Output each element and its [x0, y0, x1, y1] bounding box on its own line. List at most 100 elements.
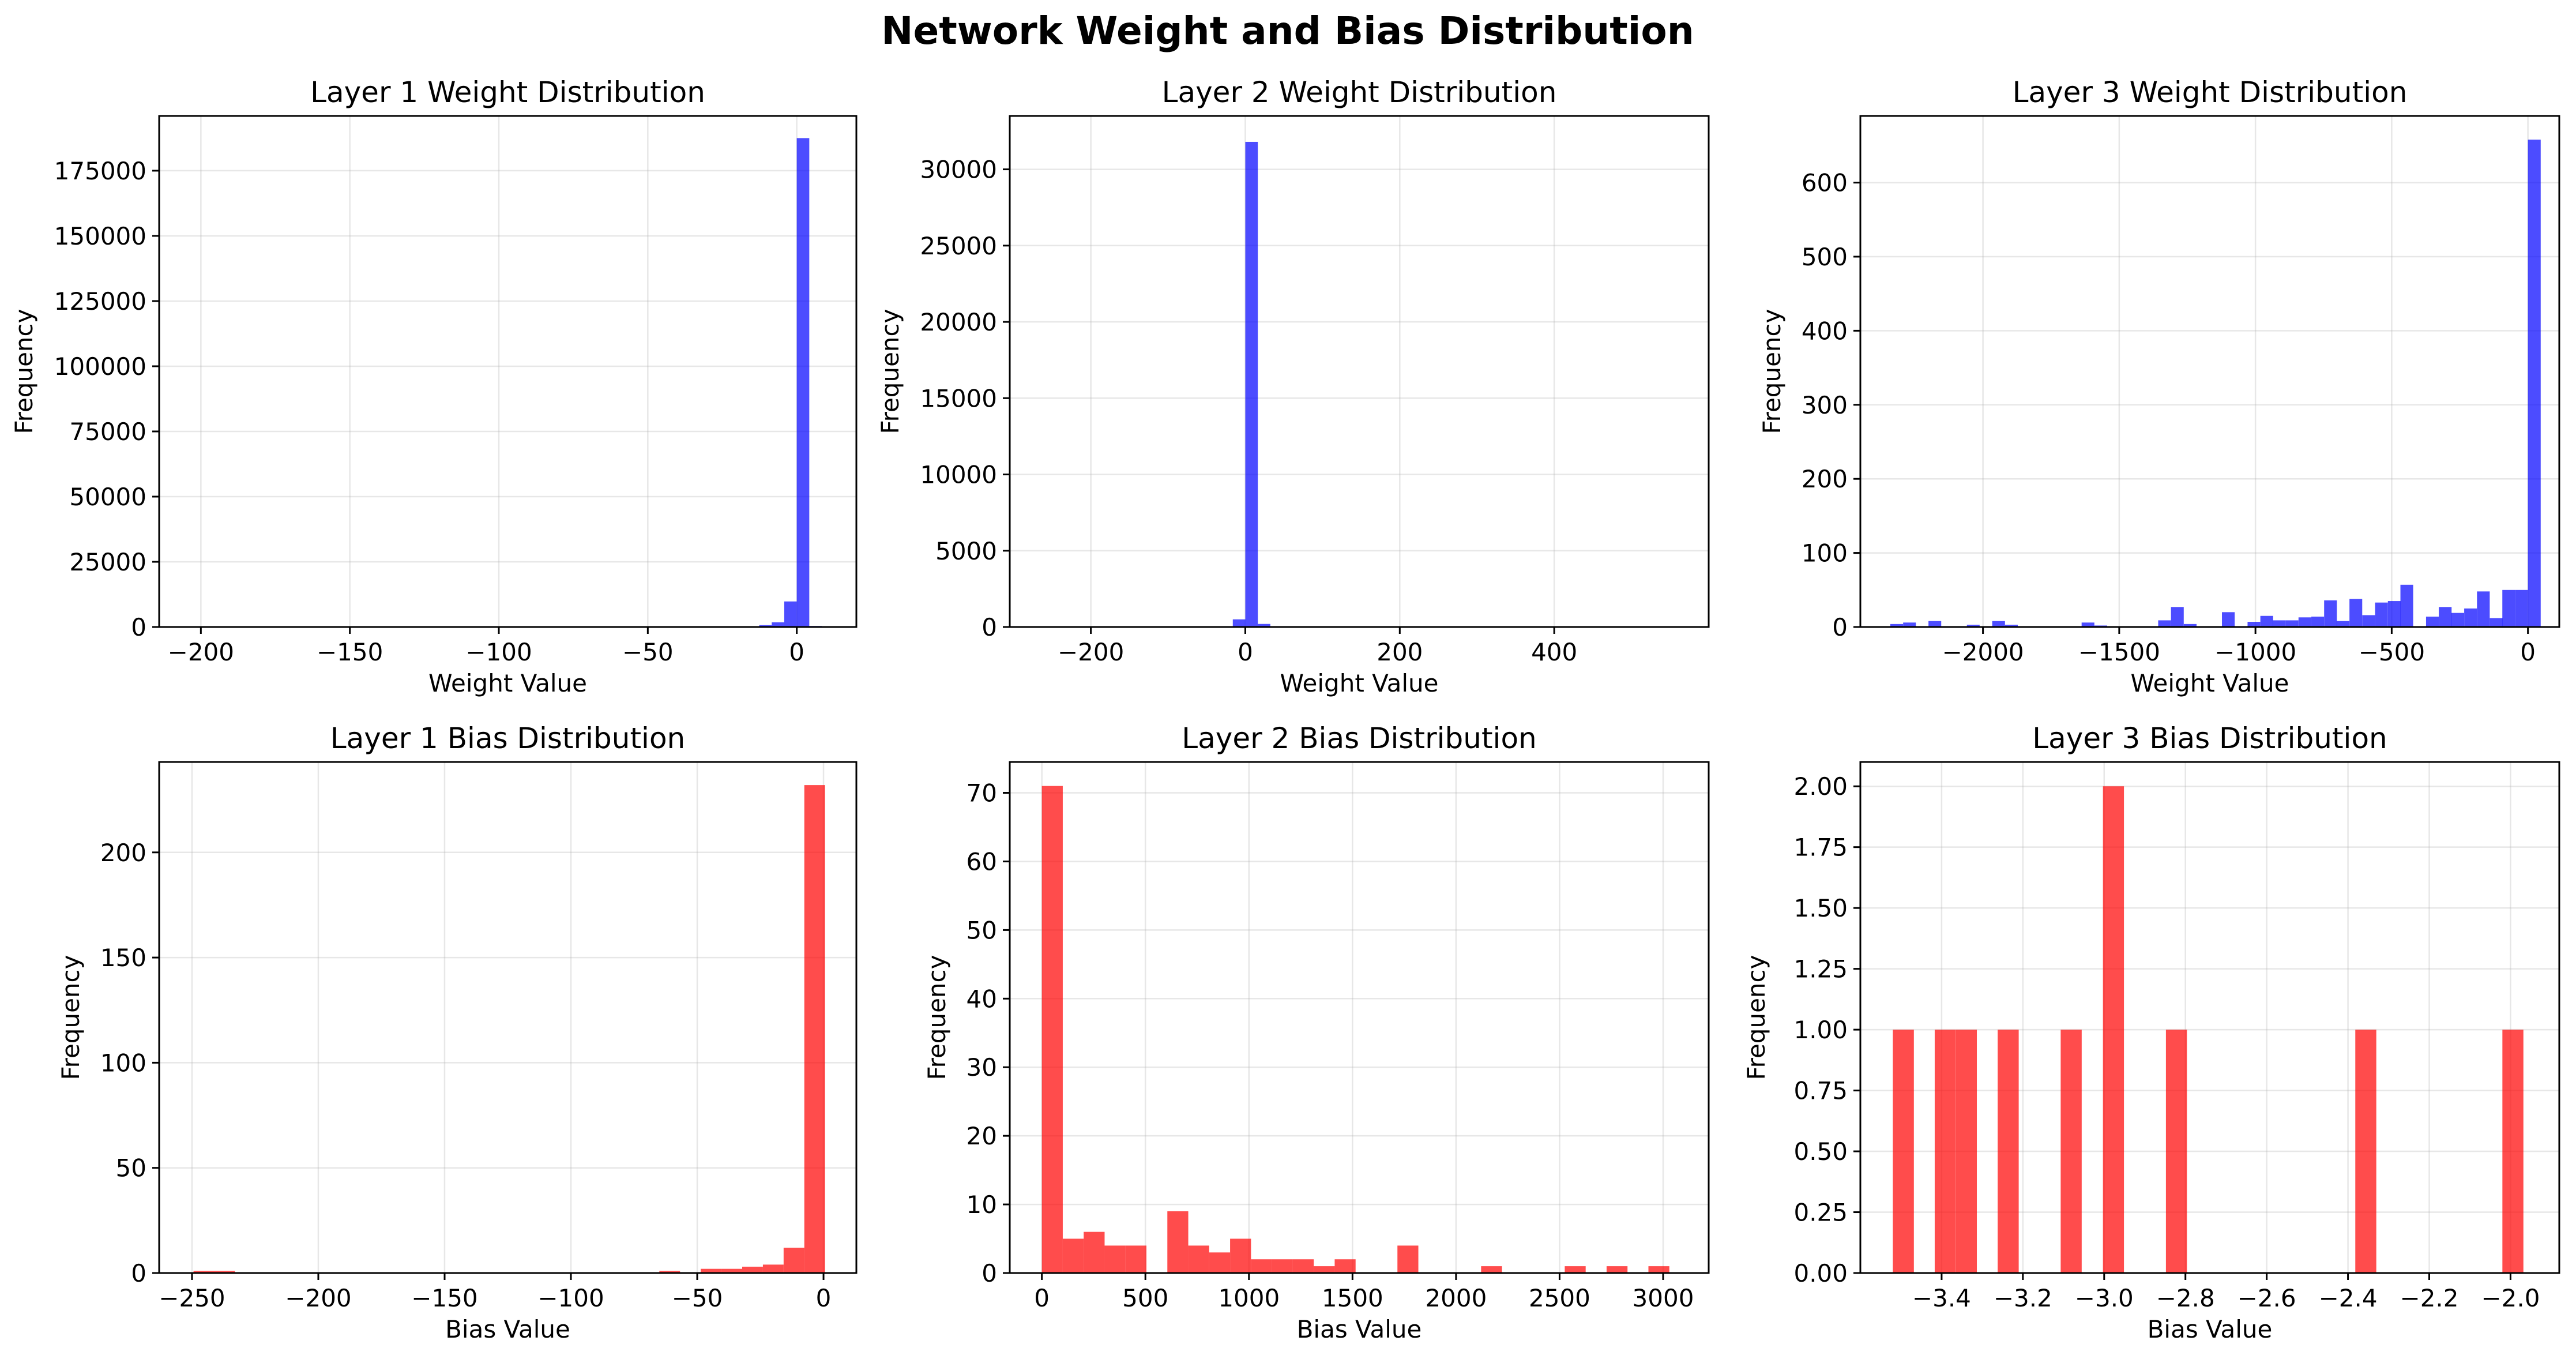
y-tick-label: 0.75 — [1793, 1077, 1848, 1105]
x-tick-label: −3.0 — [2075, 1284, 2134, 1312]
histogram-bar — [2489, 618, 2503, 627]
histogram-bar — [1251, 1259, 1272, 1273]
histogram-bar — [1565, 1266, 1586, 1273]
histogram-bar — [783, 1248, 804, 1273]
x-tick-label: 0 — [1034, 1284, 1050, 1312]
x-tick-label: −1500 — [2078, 638, 2160, 666]
histogram-bar — [2362, 615, 2375, 627]
histogram-bar — [721, 1268, 743, 1273]
x-axis-label: Weight Value — [2130, 669, 2289, 697]
x-tick-label: −3.2 — [1994, 1284, 2052, 1312]
y-tick-label: 25000 — [69, 548, 146, 576]
histogram-bar — [1292, 1259, 1314, 1273]
y-axis-label: Frequency — [876, 309, 904, 434]
plot-frame — [158, 761, 858, 1274]
panel-layer3-biases: −3.4 −3.2 −3.0 −2.8 −2.6 −2.4 −2.2 −2.0 0.00 0.25… — [1742, 722, 2560, 1343]
x-tick-label: 0 — [2520, 638, 2536, 666]
y-tick-label: 15000 — [920, 384, 997, 412]
x-tick-label: −200 — [1058, 638, 1124, 666]
histogram-bar — [2528, 140, 2541, 628]
x-tick-label: 0 — [789, 638, 804, 666]
histogram-bar — [1167, 1211, 1189, 1273]
panel-title: Layer 1 Bias Distribution — [330, 722, 685, 755]
histogram-bar — [1041, 786, 1063, 1273]
histogram-bar — [2158, 620, 2171, 627]
histogram-bar — [1992, 621, 2005, 627]
histogram-bar — [2171, 607, 2184, 627]
panel-layer2-biases: 0 500 1000 1500 2000 2500 3000 0 10 20 30 40 50 60 70 L… — [923, 722, 1710, 1343]
y-axis-label: Frequency — [1742, 955, 1770, 1080]
histogram-bar — [2375, 602, 2388, 627]
y-tick-label: 0 — [131, 1259, 146, 1287]
histogram-bar — [1230, 1238, 1251, 1273]
x-tick-label: −50 — [672, 1284, 723, 1312]
histogram-bar — [1934, 1030, 1956, 1273]
plot-frame — [1859, 761, 2560, 1274]
histogram-bar — [2464, 608, 2477, 627]
histogram-bar — [2439, 607, 2452, 627]
histogram-bar — [1481, 1266, 1502, 1273]
histogram-bar — [742, 1267, 763, 1273]
y-tick-label: 150000 — [54, 222, 146, 250]
y-tick-label: 50 — [967, 916, 997, 944]
histogram-bar — [2222, 612, 2235, 627]
x-tick-label: 0 — [816, 1284, 832, 1312]
x-tick-label: 400 — [1531, 638, 1577, 666]
histogram-bar — [2285, 620, 2299, 627]
x-tick-label: −2.8 — [2156, 1284, 2215, 1312]
x-tick-label: −50 — [622, 638, 674, 666]
histogram-bar — [762, 1264, 784, 1273]
y-tick-label: 200 — [100, 839, 146, 867]
histogram-bar — [2081, 622, 2094, 627]
histogram-bar — [2400, 584, 2413, 627]
histogram-bar — [796, 138, 810, 627]
histogram-bar — [2355, 1030, 2376, 1273]
panel-title: Layer 1 Weight Distribution — [310, 76, 705, 109]
y-tick-label: 125000 — [54, 287, 146, 316]
x-tick-label: −200 — [168, 638, 234, 666]
histogram-bar — [2477, 591, 2490, 627]
histogram-bar — [772, 622, 784, 627]
y-tick-label: 25000 — [920, 232, 997, 260]
histogram-bar — [1903, 622, 1916, 627]
histogram-bar — [2247, 622, 2261, 627]
histogram-bar — [2515, 589, 2528, 627]
histogram-bar — [784, 601, 797, 627]
y-tick-label: 1.25 — [1793, 955, 1848, 983]
x-axis-label: Bias Value — [2148, 1315, 2273, 1343]
y-tick-label: 75000 — [69, 418, 146, 446]
y-tick-label: 600 — [1802, 169, 1848, 197]
histogram-bar — [2060, 1030, 2082, 1273]
y-tick-label: 60 — [967, 847, 997, 876]
panel-layer3-weights: −2000 −1500 −1000 −500 0 0 100 200 300 400 500 600 L… — [1758, 76, 2560, 697]
y-tick-label: 20 — [967, 1122, 997, 1150]
histogram-bar — [2387, 601, 2401, 627]
y-tick-label: 0 — [981, 613, 997, 641]
histogram-bar — [1272, 1259, 1293, 1273]
histogram-bar — [2336, 621, 2350, 627]
y-tick-label: 300 — [1802, 391, 1848, 419]
histogram-bar — [1397, 1245, 1419, 1273]
histogram-bar — [2324, 600, 2337, 627]
histogram-bar — [214, 1271, 235, 1273]
histogram-bar — [2260, 615, 2273, 627]
histogram-bar — [1125, 1245, 1147, 1273]
panel-title: Layer 2 Weight Distribution — [1162, 76, 1557, 109]
y-tick-label: 1.50 — [1793, 894, 1848, 922]
y-tick-label: 30000 — [920, 156, 997, 184]
x-tick-label: −500 — [2359, 638, 2425, 666]
y-tick-label: 0 — [981, 1259, 997, 1287]
histogram-bar — [2165, 1030, 2187, 1273]
histogram-bar — [2183, 624, 2197, 627]
y-tick-label: 1.00 — [1793, 1016, 1848, 1044]
x-tick-label: −2.6 — [2237, 1284, 2296, 1312]
histogram-bar — [1245, 141, 1258, 628]
y-axis-label: Frequency — [923, 955, 951, 1080]
histogram-bar — [1334, 1259, 1356, 1273]
panel-layer1-weights: −200 −150 −100 −50 0 0 25000 50000 75000 100000 12… — [10, 76, 858, 697]
histogram-bar — [2103, 786, 2124, 1273]
x-tick-label: −3.4 — [1912, 1284, 1971, 1312]
histogram-bar — [1104, 1245, 1126, 1273]
x-tick-label: 1500 — [1322, 1284, 1383, 1312]
y-tick-label: 50000 — [69, 483, 146, 511]
